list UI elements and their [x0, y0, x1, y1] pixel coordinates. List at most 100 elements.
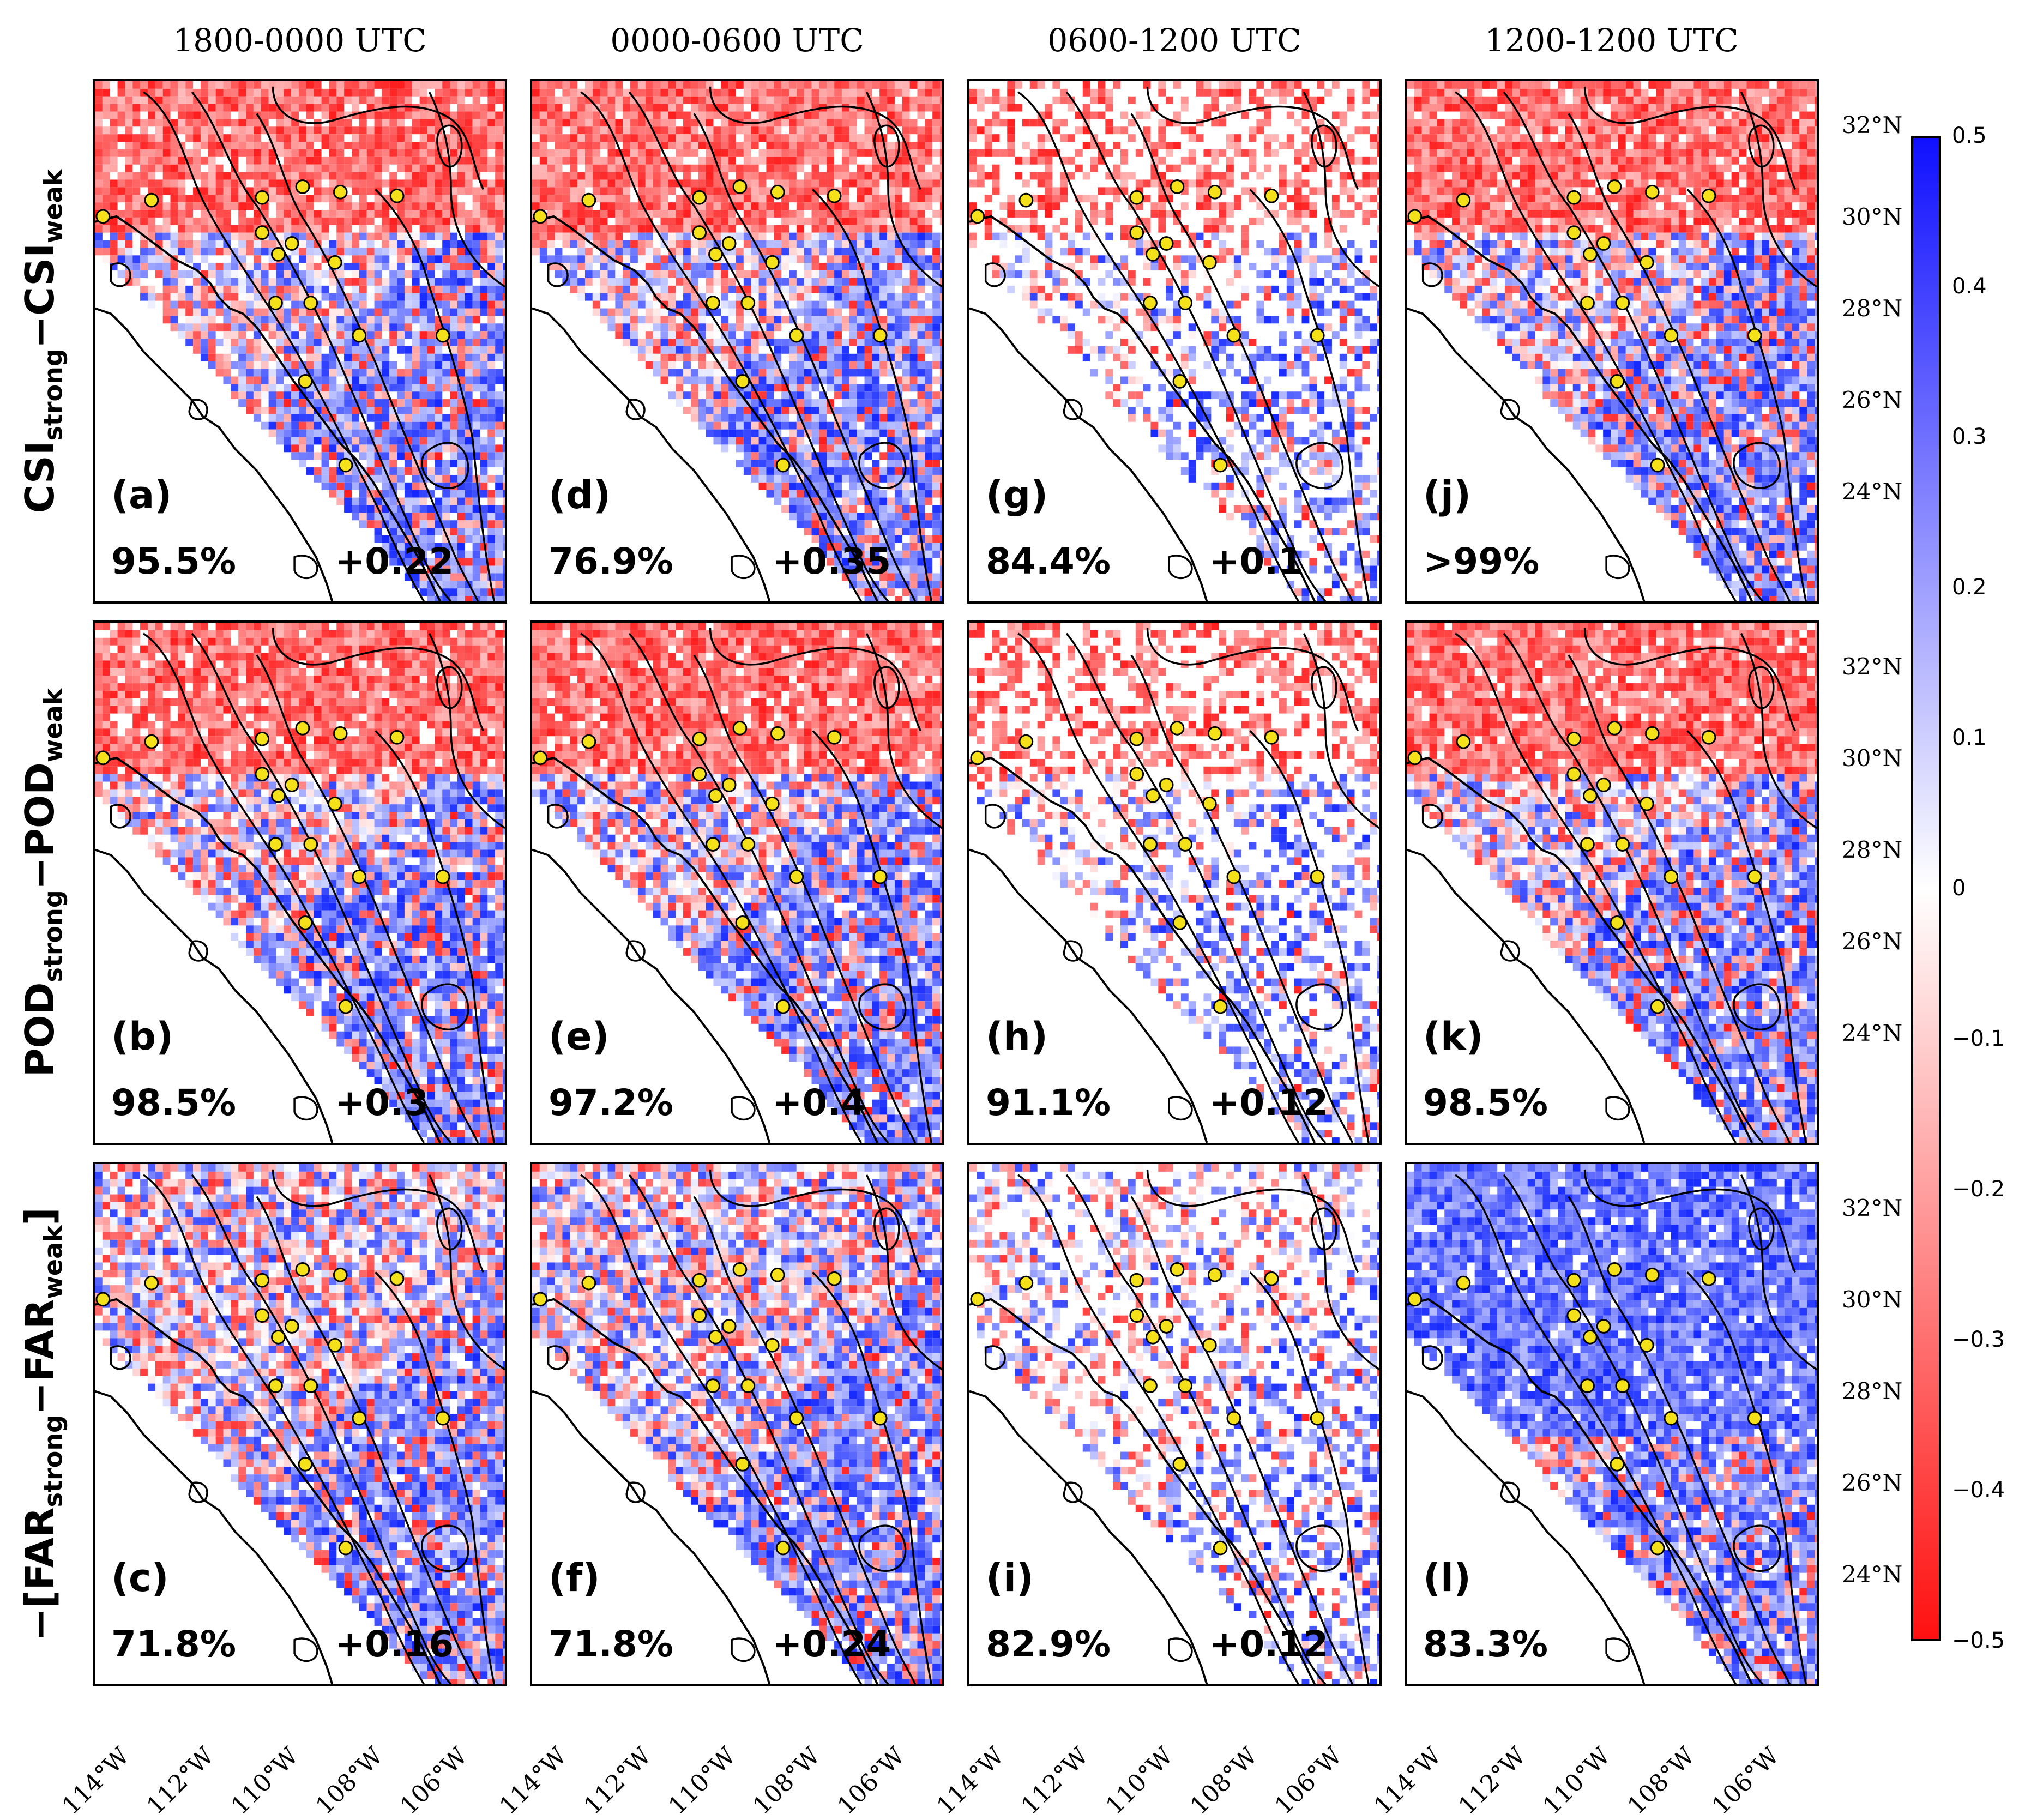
station-marker [828, 731, 841, 744]
longitude-label: 106°W [1707, 1742, 1785, 1820]
colorbar-tick-label: 0 [1952, 876, 1966, 901]
station-marker [736, 375, 749, 388]
station-marker [304, 838, 317, 851]
longitude-label: 108°W [1185, 1742, 1263, 1820]
column-title: 1200-1200 UTC [1405, 22, 1819, 59]
station-marker [1173, 1457, 1186, 1471]
station-marker [1616, 297, 1629, 310]
station-marker [722, 237, 736, 250]
station-marker [1147, 248, 1160, 261]
colorbar [1911, 136, 1941, 1641]
row-sub-weak: weak [38, 170, 68, 243]
panel-letter: (c) [111, 1556, 168, 1600]
station-marker [1611, 1457, 1624, 1471]
station-marker [1130, 226, 1143, 239]
longitude-label: 110°W [663, 1742, 741, 1820]
map-panel: (a)95.5%+0.22 [93, 79, 507, 604]
longitude-label: 114°W [1369, 1742, 1447, 1820]
panel-letter: (d) [549, 473, 611, 517]
station-marker [1173, 916, 1186, 929]
station-marker [256, 768, 269, 781]
colorbar-tick-label: −0.5 [1952, 1628, 2005, 1653]
station-marker [693, 191, 706, 204]
station-marker [534, 210, 547, 223]
station-marker [1748, 329, 1761, 342]
panel-percent: 71.8% [111, 1623, 236, 1665]
station-marker [1160, 1320, 1173, 1333]
station-marker [1646, 1268, 1659, 1281]
station-marker [296, 721, 309, 734]
panel-letter: (a) [111, 473, 172, 517]
map-panel: (i)82.9%+0.12 [967, 1162, 1382, 1686]
longitude-label: 108°W [748, 1742, 825, 1820]
colorbar-tick-label: −0.1 [1952, 1026, 2005, 1051]
station-marker [436, 870, 449, 883]
terrain-contour [1169, 1097, 1192, 1119]
panel-percent: 98.5% [1423, 1082, 1548, 1124]
station-marker [1020, 194, 1033, 207]
station-marker [1584, 248, 1597, 261]
station-marker [707, 1379, 720, 1393]
map-field [1407, 81, 1817, 601]
panel-letter: (l) [1423, 1556, 1471, 1600]
station-marker [1208, 727, 1221, 740]
terrain-contour [732, 1097, 755, 1119]
station-marker [1144, 838, 1157, 851]
terrain-contour [294, 556, 317, 578]
panel-delta: +0.4 [772, 1082, 866, 1124]
panel-delta: +0.12 [1209, 1623, 1328, 1665]
station-marker [1214, 1541, 1227, 1554]
map-field [532, 81, 942, 601]
station-marker [1311, 870, 1324, 883]
panel-letter: (g) [986, 473, 1048, 517]
longitude-label: 112°W [1016, 1742, 1094, 1820]
station-marker [971, 751, 984, 764]
row-label: CSIstrong−CSIweak [10, 69, 70, 614]
station-marker [1748, 870, 1761, 883]
station-marker [1702, 731, 1715, 744]
panel-letter: (k) [1423, 1014, 1484, 1059]
map-panel: (d)76.9%+0.35 [530, 79, 944, 604]
longitude-label: 108°W [310, 1742, 388, 1820]
latitude-label: 24°N [1842, 1561, 1902, 1588]
station-marker [328, 797, 341, 810]
panel-letter: (e) [549, 1014, 609, 1059]
station-marker [776, 459, 789, 472]
panel-delta: +0.12 [1209, 1082, 1328, 1124]
station-marker [1568, 732, 1581, 745]
terrain-contour [294, 1097, 317, 1119]
terrain-contour [732, 1638, 755, 1661]
map-field [969, 81, 1379, 601]
station-marker [1608, 721, 1621, 734]
colorbar-tick-label: −0.2 [1952, 1177, 2005, 1202]
station-marker [1144, 297, 1157, 310]
longitude-label: 106°W [832, 1742, 910, 1820]
station-marker [1179, 1379, 1192, 1393]
station-marker [1130, 768, 1143, 781]
station-marker [436, 329, 449, 342]
station-marker [1608, 180, 1621, 193]
map-field [532, 1164, 942, 1684]
colorbar-tick-label: −0.4 [1952, 1478, 2005, 1503]
station-marker [256, 1274, 269, 1287]
panel-percent: >99% [1423, 540, 1539, 582]
station-marker [790, 1412, 803, 1425]
station-marker [1203, 256, 1216, 269]
station-marker [1665, 870, 1678, 883]
station-marker [1640, 256, 1653, 269]
map-field [95, 81, 505, 601]
map-field [1407, 1164, 1817, 1684]
latitude-label: 28°N [1842, 295, 1902, 322]
station-marker [1597, 779, 1610, 792]
row-mid: −FAR [17, 1299, 63, 1415]
station-marker [390, 189, 403, 202]
station-marker [722, 1320, 736, 1333]
station-marker [1640, 797, 1653, 810]
map-panel: (f)71.8%+0.24 [530, 1162, 944, 1686]
panel-delta: +0.1 [1209, 540, 1303, 582]
terrain-contour [1169, 1638, 1192, 1661]
station-marker [742, 838, 755, 851]
station-marker [1227, 329, 1240, 342]
station-marker [304, 1379, 317, 1393]
station-marker [693, 226, 706, 239]
